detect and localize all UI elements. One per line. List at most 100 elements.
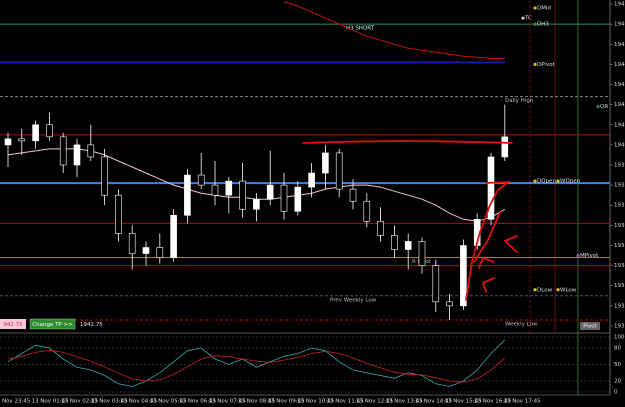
x-tick-label: 13 Nov 08:45 <box>238 399 276 405</box>
marker-dot <box>596 105 600 109</box>
marker-label: MPivot <box>580 253 599 259</box>
pivot-tag-text: Pivot <box>583 324 597 330</box>
marker-dot <box>533 179 537 183</box>
candle-body <box>46 124 53 138</box>
candle-body <box>142 247 150 254</box>
marker-label: DPivot <box>537 62 556 68</box>
candle-body <box>487 156 495 220</box>
candle-body <box>184 174 191 216</box>
marker-dot <box>556 179 560 183</box>
price-box <box>0 319 26 329</box>
osc-tick-label: 80 <box>614 346 621 352</box>
level-label: H3 SHORT <box>346 26 375 32</box>
x-tick-label: 13 Nov 15:45 <box>445 399 483 405</box>
x-tick-label: 13 Nov 12:45 <box>356 399 394 405</box>
x-tick-label: 13 Nov 09:45 <box>268 399 306 405</box>
indicator-line <box>283 1 505 59</box>
pivot-tag <box>580 322 600 330</box>
x-tick-label: 13 Nov 13:45 <box>386 399 424 405</box>
candle-body <box>239 180 246 210</box>
y-tick-label: 1946 <box>614 22 625 28</box>
marker-dot <box>533 288 537 292</box>
candle-body <box>128 233 136 254</box>
candle-body <box>197 174 205 186</box>
oscillator-line <box>7 339 506 387</box>
x-tick-label: 13 Nov 10:45 <box>297 399 335 405</box>
y-tick-label: 1938 <box>614 183 625 189</box>
annotations <box>302 140 518 301</box>
marker-label: DH3 <box>537 22 549 28</box>
candle-body <box>377 221 384 236</box>
marker-label: WOpen <box>560 179 581 185</box>
price-box-text: 942.75 <box>3 322 23 328</box>
marker-dot <box>556 288 560 292</box>
osc-tick-label: 20 <box>614 379 621 385</box>
x-tick-label: 13 Nov 17:45 <box>504 399 542 405</box>
level-label: Weekly Low <box>505 321 538 327</box>
x-tick-label: Nov 23:45 <box>2 399 31 405</box>
candle-body <box>253 198 260 210</box>
marker-label: DLow <box>537 287 553 293</box>
change-tp-button[interactable] <box>29 318 76 330</box>
candle-body <box>432 265 440 303</box>
x-tick-label: 13 Nov 14:45 <box>415 399 453 405</box>
candle-body <box>87 144 95 158</box>
candle-body <box>211 184 219 196</box>
y-tick-label: 1947 <box>614 2 625 8</box>
x-tick-label: 13 Nov 03:45 <box>91 399 129 405</box>
drawn-stroke <box>465 181 511 301</box>
candle-body <box>418 241 426 266</box>
osc-tick-label: 100 <box>614 335 625 341</box>
marker-label: DOpen <box>537 179 556 185</box>
marker-label: WLow <box>560 287 577 293</box>
osc-tick-label: 50 <box>614 362 621 368</box>
marker-dot <box>521 16 525 20</box>
x-tick-label: 13 Nov 04:45 <box>120 399 158 405</box>
marker-label: TC <box>524 16 532 22</box>
candle-body <box>73 144 81 166</box>
marker-dot <box>533 62 537 66</box>
marker-label: QR <box>600 104 608 110</box>
x-tick-label: 13 Nov 11:45 <box>327 399 365 405</box>
candle-body <box>308 172 315 188</box>
marker-label: DMid <box>537 6 551 12</box>
marker-dot <box>533 22 537 26</box>
candle-body <box>460 245 467 307</box>
y-tick-label: 1943 <box>614 82 625 88</box>
drawn-arrow <box>481 277 495 293</box>
y-tick-label: 1942 <box>614 102 625 108</box>
candle-body <box>115 194 122 234</box>
y-tick-label: 1937 <box>614 203 625 209</box>
candle-body <box>59 136 67 166</box>
drawn-stroke <box>302 140 513 144</box>
candle-body <box>4 138 12 146</box>
x-tick-label: 13 Nov 06:45 <box>179 399 217 405</box>
candle-body <box>391 235 398 250</box>
y-tick-label: 1936 <box>614 223 625 229</box>
change-tp-label[interactable]: Change TP >> <box>32 322 73 328</box>
candle-body <box>32 124 39 142</box>
candle-body <box>18 138 26 142</box>
x-tick-label: 13 Nov 01:45 <box>32 399 70 405</box>
marker-dot <box>576 253 580 258</box>
y-tick-label: 1933 <box>614 283 625 289</box>
y-tick-label: 1935 <box>614 243 625 249</box>
candle-body <box>266 184 274 200</box>
x-tick-label: 13 Nov 07:45 <box>209 399 247 405</box>
x-tick-label: 13 Nov 02:45 <box>61 399 99 405</box>
candle-body <box>225 180 233 196</box>
drawn-arrow <box>478 256 495 269</box>
drawn-arrow <box>503 235 518 253</box>
candle-body <box>446 301 453 307</box>
y-tick-label: 1932 <box>614 303 625 309</box>
oscillator-line <box>7 349 506 383</box>
candle-body <box>170 215 177 258</box>
x-tick-label: 13 Nov 05:45 <box>150 399 188 405</box>
y-tick-label: 1945 <box>614 42 625 48</box>
candle-body <box>404 241 412 250</box>
